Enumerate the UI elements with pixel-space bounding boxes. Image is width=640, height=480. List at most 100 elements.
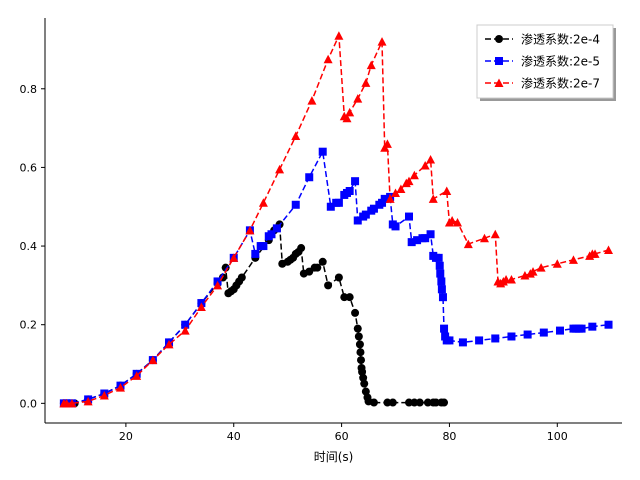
y-tick-label: 0.4: [20, 240, 38, 253]
data-point: [523, 330, 532, 339]
data-point: [181, 320, 190, 329]
data-point: [342, 113, 352, 123]
data-point: [345, 187, 354, 196]
data-point: [353, 94, 363, 103]
data-point: [67, 398, 77, 408]
data-point: [196, 302, 206, 312]
x-tick-label: 100: [547, 430, 568, 443]
data-point: [435, 261, 444, 270]
series-3: [59, 31, 614, 408]
data-point: [361, 210, 370, 219]
data-point: [447, 216, 457, 225]
data-point: [445, 336, 454, 345]
data-point: [307, 96, 317, 105]
data-point: [475, 336, 484, 345]
data-point: [434, 253, 443, 262]
x-tick-label: 40: [227, 430, 241, 443]
data-point: [385, 194, 395, 203]
data-point: [539, 328, 548, 337]
data-point: [453, 217, 463, 227]
data-point: [164, 339, 174, 349]
data-point: [437, 277, 446, 286]
data-point: [428, 194, 438, 203]
data-point: [437, 285, 446, 294]
data-point: [353, 216, 362, 225]
x-tick-label: 60: [335, 430, 349, 443]
y-tick-label: 0.0: [20, 397, 38, 410]
data-point: [568, 255, 578, 264]
data-point: [382, 139, 392, 148]
data-point: [358, 367, 367, 376]
data-point: [528, 267, 538, 276]
data-point: [357, 356, 366, 365]
data-point: [305, 173, 314, 182]
data-point: [334, 273, 343, 282]
data-point: [421, 234, 430, 243]
data-point: [213, 280, 223, 290]
data-point: [404, 212, 413, 221]
data-point: [413, 236, 422, 245]
data-point: [353, 324, 362, 333]
data-point: [251, 249, 260, 258]
legend-marker: [495, 35, 503, 43]
data-point: [245, 225, 255, 235]
x-tick-label: 20: [119, 430, 133, 443]
data-point: [506, 274, 516, 284]
data-point: [440, 398, 449, 407]
data-point: [267, 230, 276, 239]
legend-marker: [495, 57, 503, 65]
data-point: [291, 200, 300, 209]
data-point: [354, 332, 363, 341]
x-ticks: 20 40 60 80 100: [119, 423, 568, 443]
x-tick-label: 80: [442, 430, 456, 443]
data-point: [491, 334, 500, 343]
data-point: [458, 338, 467, 347]
data-point: [588, 322, 597, 331]
legend-entry-3: 渗透系数:2e-7: [485, 76, 600, 91]
data-point: [360, 379, 369, 388]
data-point: [359, 373, 368, 382]
data-point: [356, 348, 365, 357]
data-point: [132, 371, 142, 380]
data-point: [313, 263, 322, 272]
legend: 渗透系数:2e-4 渗透系数:2e-5 渗透系数:2e-7: [476, 24, 616, 101]
y-tick-label: 0.6: [20, 161, 38, 174]
data-point: [326, 202, 335, 211]
legend-entry-1: 渗透系数:2e-4: [485, 32, 600, 47]
data-point: [259, 242, 268, 251]
data-point: [324, 281, 333, 290]
data-point: [99, 390, 109, 400]
legend-marker: [494, 78, 504, 87]
data-point: [426, 155, 436, 164]
legend-entries: 渗透系数:2e-4 渗透系数:2e-5 渗透系数:2e-7: [485, 32, 600, 91]
data-point: [297, 244, 306, 253]
legend-entry-2: 渗透系数:2e-5: [485, 54, 600, 69]
data-point: [590, 249, 600, 258]
legend-label: 渗透系数:2e-4: [521, 32, 600, 47]
data-point: [436, 269, 445, 278]
data-point: [318, 147, 327, 156]
data-point: [323, 54, 333, 64]
data-point: [83, 396, 93, 406]
legend-label: 渗透系数:2e-7: [521, 76, 600, 91]
data-point: [555, 326, 564, 335]
data-point: [479, 233, 489, 243]
data-point: [318, 257, 327, 266]
data-point: [463, 239, 473, 249]
data-point: [351, 177, 360, 186]
data-point: [345, 293, 354, 302]
data-point: [420, 160, 430, 170]
data-point: [438, 293, 447, 302]
data-point: [577, 324, 586, 333]
data-point: [369, 398, 378, 407]
series-layer: [59, 31, 614, 408]
data-point: [334, 31, 344, 40]
data-point: [351, 308, 360, 317]
y-ticks: 0.0 0.2 0.4 0.6 0.8: [20, 83, 45, 410]
data-point: [345, 107, 355, 117]
axes-layer: [44, 18, 622, 424]
data-point: [391, 188, 401, 197]
data-point: [180, 326, 190, 335]
data-point: [355, 340, 364, 349]
